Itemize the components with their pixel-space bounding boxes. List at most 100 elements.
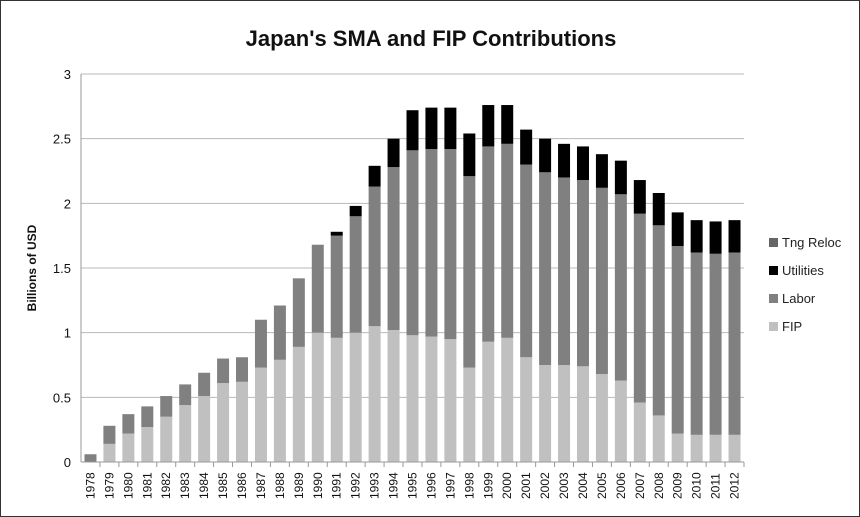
bar-labor-1982 [160,396,173,417]
bar-fip-1997 [444,339,457,462]
legend-label: Tng Reloc [782,235,842,250]
bar-utilities-2004 [576,146,589,181]
x-tick-label: 1987 [254,472,268,499]
bar-labor-2001 [520,164,533,358]
bar-utilities-1991 [330,231,343,236]
bar-labor-2007 [633,213,646,403]
bar-labor-1979 [103,425,116,444]
legend-label: Utilities [782,263,824,278]
x-tick-label: 1983 [178,472,192,499]
bar-labor-2000 [501,143,514,338]
bar-fip-2008 [652,415,665,462]
x-tick-label: 2012 [728,472,742,499]
x-tick-label: 2000 [500,472,514,499]
x-tick-label: 1994 [387,472,401,499]
bar-fip-1991 [330,337,343,462]
bar-utilities-2003 [558,143,571,178]
x-tick-label: 1989 [292,472,306,499]
bar-labor-2012 [728,252,741,435]
bar-fip-1979 [103,443,116,462]
bar-fip-2012 [728,434,741,462]
y-tick-label: 2 [64,196,71,211]
bar-fip-2002 [539,365,552,462]
bar-fip-2001 [520,357,533,462]
bar-utilities-1994 [387,138,400,168]
bar-labor-1981 [141,406,154,428]
bar-fip-1996 [425,336,438,462]
bar-labor-1997 [444,149,457,340]
legend-swatch-fip [769,322,778,331]
bar-fip-1982 [160,416,173,462]
x-tick-label: 2006 [614,472,628,499]
bar-labor-1991 [330,235,343,338]
bar-labor-2009 [671,246,684,434]
bar-fip-1980 [122,433,135,462]
bar-fip-1988 [273,359,286,462]
x-tick-label: 1991 [330,472,344,499]
bar-labor-1983 [179,384,192,406]
x-tick-label: 1986 [235,472,249,499]
y-tick-label: 0.5 [53,390,71,405]
bar-utilities-1999 [482,105,495,147]
y-axis-ticks: 0 0.5 1 1.5 2 2.5 3 [53,67,71,470]
bar-labor-1988 [273,305,286,360]
chart-title: Japan's SMA and FIP Contributions [246,26,617,51]
y-tick-label: 2.5 [53,132,71,147]
x-tick-label: 2009 [671,472,685,499]
bar-utilities-1995 [406,110,419,151]
x-tick-label: 1995 [406,472,420,499]
bar-utilities-1997 [444,107,457,150]
bar-utilities-2006 [614,160,627,195]
bar-fip-1992 [349,332,362,462]
bar-labor-1999 [482,146,495,342]
y-tick-label: 1 [64,326,71,341]
x-tick-label: 1988 [273,472,287,499]
bar-labor-2010 [690,252,703,435]
bar-labor-2008 [652,225,665,416]
x-tick-label: 1984 [197,472,211,499]
bar-fip-1998 [463,367,476,462]
x-tick-label: 1979 [102,472,116,499]
x-tick-label: 1980 [121,472,135,499]
bar-fip-1995 [406,335,419,462]
bar-fip-2010 [690,434,703,462]
bar-fip-1981 [141,427,154,462]
bar-fip-1984 [198,396,211,462]
bar-utilities-2002 [539,138,552,173]
x-tick-label: 1996 [424,472,438,499]
bar-fip-1990 [311,332,324,462]
bar-utilities-2001 [520,129,533,165]
bar-fip-1986 [236,381,249,462]
bar-labor-2006 [614,194,627,381]
x-tick-label: 1998 [462,472,476,499]
bar-utilities-1996 [425,107,438,150]
bar-utilities-1998 [463,133,476,177]
x-tick-label: 1997 [443,472,457,499]
bar-fip-2009 [671,433,684,462]
bar-fip-2005 [595,374,608,462]
y-axis-label: Billions of USD [25,224,39,311]
bar-utilities-2008 [652,192,665,226]
y-tick-label: 3 [64,67,71,82]
bar-utilities-2007 [633,180,646,214]
bar-labor-1996 [425,149,438,337]
bar-utilities-2005 [595,154,608,188]
legend-swatch-tng-reloc [769,238,778,247]
bar-utilities-1993 [368,165,381,187]
x-tick-label: 2010 [690,472,704,499]
x-tick-label: 1981 [140,472,154,499]
bar-fip-1985 [217,383,230,462]
bar-utilities-2011 [709,221,722,254]
y-tick-label: 1.5 [53,261,71,276]
bar-fip-2000 [501,337,514,462]
x-tick-label: 1978 [83,472,97,499]
bars [84,105,741,462]
bar-labor-1998 [463,176,476,368]
x-tick-label: 1993 [368,472,382,499]
bar-labor-1989 [292,278,305,347]
bar-utilities-2010 [690,220,703,253]
x-tick-label: 1992 [349,472,363,499]
bar-labor-2003 [558,177,571,365]
bar-labor-1984 [198,372,211,397]
